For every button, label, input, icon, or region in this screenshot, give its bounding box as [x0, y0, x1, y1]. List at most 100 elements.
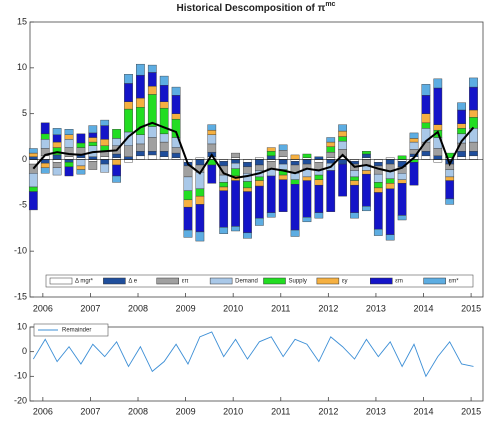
- y-tick-label: 15: [17, 16, 27, 26]
- bar-segment: [219, 186, 229, 191]
- bar-segment: [88, 132, 98, 138]
- bar-segment: [338, 124, 347, 132]
- bar-segment: [243, 159, 252, 163]
- bar-segment: [373, 162, 383, 167]
- bar-segment: [373, 159, 383, 163]
- bar-segment: [52, 128, 62, 135]
- bar-segment: [338, 130, 347, 137]
- x-tick-label: 2008: [128, 406, 148, 416]
- legend-box: [33, 323, 109, 337]
- bar-segment: [243, 191, 252, 234]
- bar-segment: [40, 162, 50, 168]
- bar-segment: [112, 153, 121, 158]
- bar-segment: [231, 168, 240, 177]
- bar-segment: [314, 184, 324, 213]
- bar-segment: [243, 232, 252, 239]
- bar-segment: [64, 129, 74, 135]
- bar-segment: [326, 141, 336, 147]
- bar-segment: [124, 159, 133, 163]
- series-line: [32, 331, 474, 378]
- bar-segment: [266, 161, 276, 169]
- bar-segment: [124, 108, 133, 133]
- bar-segment: [266, 212, 276, 218]
- total-line: [32, 121, 475, 179]
- bar-segment: [171, 95, 181, 114]
- bar-segment: [159, 156, 169, 160]
- bar-segment: [373, 228, 383, 236]
- bar-segment: [326, 151, 336, 158]
- bar-segment: [433, 78, 443, 89]
- bar-segment: [421, 113, 431, 124]
- bar-segment: [159, 151, 169, 157]
- bar-segment: [421, 84, 431, 96]
- bar-segment: [278, 156, 288, 160]
- x-tick-label: 2010: [223, 303, 243, 313]
- bar-segment: [469, 141, 478, 152]
- bar-segment: [64, 159, 74, 163]
- bar-segment: [219, 227, 229, 234]
- bar-segment: [124, 101, 133, 110]
- bar-segment: [64, 147, 74, 157]
- bar-segment: [231, 180, 240, 227]
- bar-segment: [147, 151, 157, 156]
- bar-segment: [76, 142, 86, 148]
- bar-segment: [254, 185, 264, 219]
- bar-segment: [28, 186, 38, 192]
- bar-segment: [112, 159, 121, 166]
- y-tick-label: -10: [14, 371, 27, 381]
- bar-segment: [350, 212, 359, 219]
- bar-segment: [159, 107, 169, 135]
- bar-segment: [433, 124, 443, 131]
- bar-segment: [88, 141, 98, 146]
- bar-segment: [254, 217, 264, 226]
- bar-segment: [231, 152, 240, 158]
- bar-segment: [195, 172, 205, 190]
- bar-segment: [28, 152, 38, 157]
- x-tick-label: 2009: [176, 406, 196, 416]
- bar-segment: [207, 124, 217, 131]
- bar-segment: [124, 156, 133, 160]
- bar-segment: [302, 159, 312, 165]
- bar-segment: [469, 77, 478, 88]
- bar-segment: [314, 179, 324, 186]
- bar-segment: [40, 139, 50, 149]
- bar-segment: [278, 144, 288, 151]
- bar-segment: [409, 132, 419, 139]
- legend-label: Δ e: [128, 279, 137, 285]
- bar-segment: [469, 151, 478, 157]
- bar-segment: [171, 147, 181, 154]
- bar-segment: [373, 182, 383, 189]
- x-tick-label: 2007: [80, 406, 100, 416]
- bar-segment: [254, 164, 264, 171]
- bar-segment: [302, 176, 312, 181]
- x-tick-label: 2015: [461, 406, 481, 416]
- bar-segment: [112, 175, 121, 183]
- legend-swatch: [423, 277, 446, 285]
- x-tick-label: 2010: [223, 406, 243, 416]
- bar-segment: [219, 190, 229, 228]
- bar-segment: [409, 141, 419, 150]
- bar-segment: [112, 138, 121, 146]
- bar-segment: [195, 204, 205, 233]
- bar-segment: [397, 173, 407, 180]
- bar-segment: [64, 156, 74, 160]
- bar-segment: [64, 166, 74, 177]
- legend-swatch: [209, 277, 233, 285]
- bar-segment: [76, 159, 86, 167]
- legend-label: Supply: [289, 279, 307, 285]
- bar-segment: [254, 159, 264, 166]
- bar-segment: [136, 134, 145, 145]
- bar-segment: [219, 182, 229, 188]
- bar-segment: [136, 143, 145, 152]
- bar-segment: [124, 83, 133, 102]
- x-tick-label: 2014: [414, 303, 434, 313]
- legend-label: επ: [182, 279, 189, 285]
- bar-segment: [207, 164, 217, 184]
- bar-segment: [28, 173, 38, 188]
- bar-segment: [302, 180, 312, 218]
- bar-segment: [28, 159, 38, 165]
- bar-segment: [314, 162, 324, 170]
- bar-segment: [112, 164, 121, 177]
- bar-segment: [278, 174, 288, 180]
- legend-box: [45, 274, 474, 288]
